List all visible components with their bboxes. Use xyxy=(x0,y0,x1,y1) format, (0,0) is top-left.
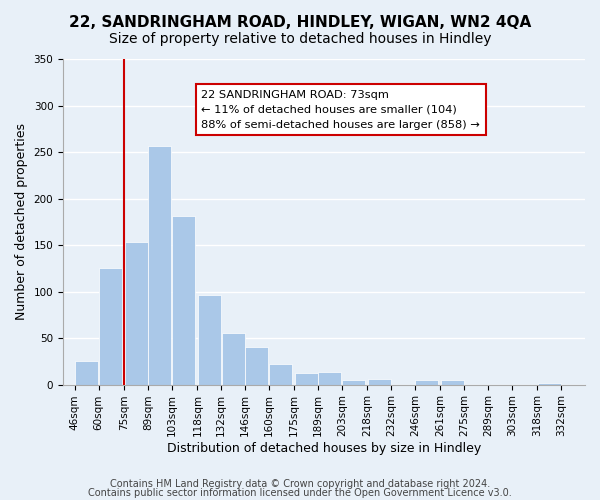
Text: Contains public sector information licensed under the Open Government Licence v3: Contains public sector information licen… xyxy=(88,488,512,498)
Bar xyxy=(441,380,464,384)
Bar xyxy=(125,242,148,384)
Bar xyxy=(76,362,98,384)
Bar xyxy=(368,379,391,384)
Bar xyxy=(415,380,439,384)
Bar xyxy=(342,380,365,384)
Bar xyxy=(221,334,245,384)
Text: 22, SANDRINGHAM ROAD, HINDLEY, WIGAN, WN2 4QA: 22, SANDRINGHAM ROAD, HINDLEY, WIGAN, WN… xyxy=(69,15,531,30)
Bar xyxy=(538,382,561,384)
Bar xyxy=(295,374,317,384)
Text: Size of property relative to detached houses in Hindley: Size of property relative to detached ho… xyxy=(109,32,491,46)
Bar xyxy=(198,296,221,384)
Bar xyxy=(172,216,195,384)
Text: 22 SANDRINGHAM ROAD: 73sqm
← 11% of detached houses are smaller (104)
88% of sem: 22 SANDRINGHAM ROAD: 73sqm ← 11% of deta… xyxy=(202,90,480,130)
Bar xyxy=(148,146,172,384)
Bar xyxy=(99,268,122,384)
X-axis label: Distribution of detached houses by size in Hindley: Distribution of detached houses by size … xyxy=(167,442,481,455)
Bar xyxy=(245,348,268,385)
Y-axis label: Number of detached properties: Number of detached properties xyxy=(15,124,28,320)
Bar xyxy=(269,364,292,384)
Bar xyxy=(319,372,341,384)
Text: Contains HM Land Registry data © Crown copyright and database right 2024.: Contains HM Land Registry data © Crown c… xyxy=(110,479,490,489)
